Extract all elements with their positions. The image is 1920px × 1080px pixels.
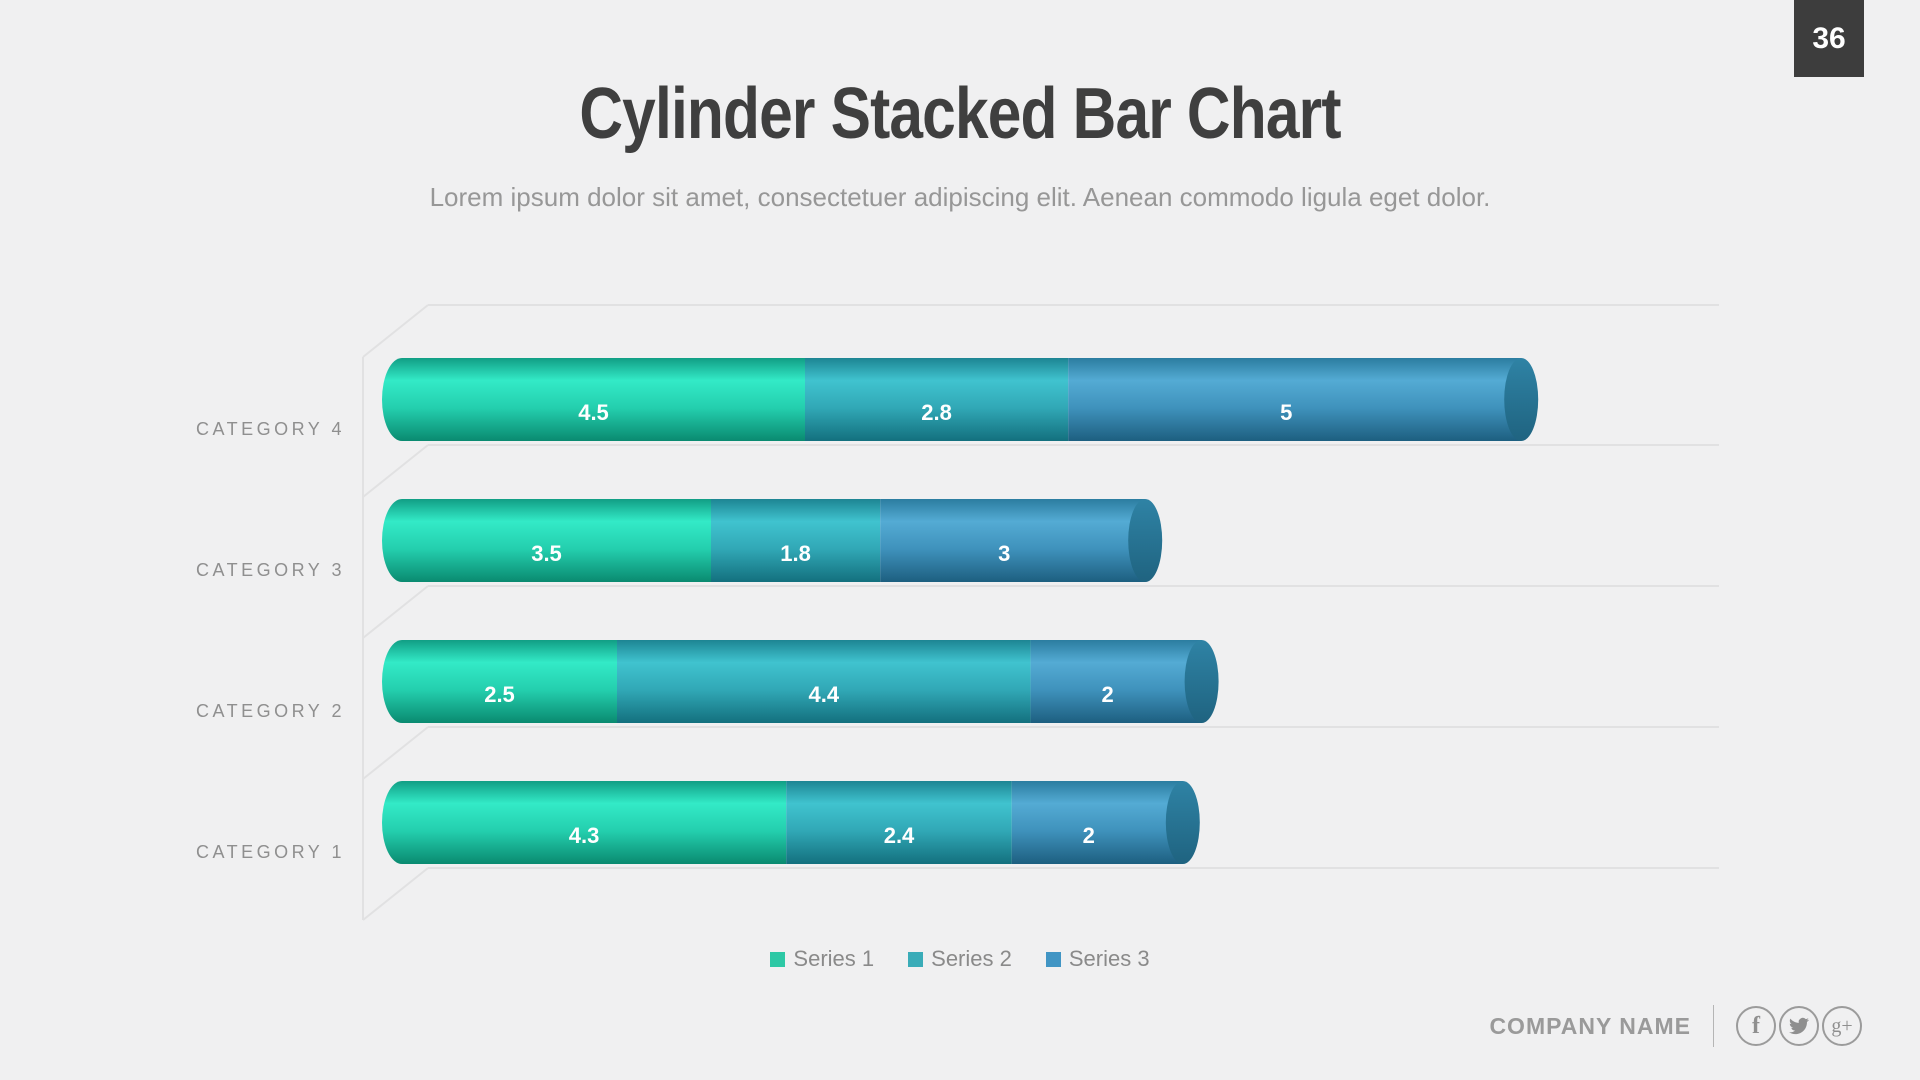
value-label: 2.8: [921, 400, 952, 425]
bar-row: 2.5 4.4 2 CATEGORY 2: [196, 640, 1219, 723]
legend-item: Series 1: [770, 946, 874, 972]
bar-segment: [711, 499, 881, 582]
legend-label: Series 1: [793, 946, 875, 971]
category-label: CATEGORY 4: [196, 419, 345, 439]
cylinder-end-cap: [1165, 781, 1200, 864]
value-label: 3.5: [531, 541, 562, 566]
page-number: 36: [1812, 21, 1846, 55]
legend-swatch-icon: [770, 951, 786, 967]
page-title: Cylinder Stacked Bar Chart: [579, 74, 1341, 154]
legend-label: Series 3: [1068, 946, 1150, 971]
google-plus-icon[interactable]: g+: [1822, 1006, 1862, 1046]
bar-segment: [382, 358, 805, 441]
cylinder-end-cap: [1504, 358, 1539, 441]
bar-segment: [382, 781, 787, 864]
bar-row: 3.5 1.8 3 CATEGORY 3: [196, 499, 1163, 582]
value-label: 2.4: [884, 823, 915, 848]
value-label: 4.5: [578, 400, 609, 425]
chart-grid: [362, 304, 1719, 921]
bar-row: 4.3 2.4 2 CATEGORY 1: [196, 781, 1200, 864]
legend-item: Series 3: [1045, 946, 1150, 972]
footer: COMPANY NAME f g+: [1489, 1005, 1862, 1047]
bar-segment: [382, 499, 711, 582]
value-label: 5: [1280, 400, 1292, 425]
value-label: 2: [1101, 682, 1113, 707]
gridline-3d-edge: [362, 726, 429, 780]
bar-segment: [1011, 781, 1183, 864]
twitter-icon[interactable]: [1779, 1006, 1819, 1046]
gridline-3d-edge: [362, 867, 429, 921]
cylinder-end-cap: [1184, 640, 1219, 723]
value-label: 3: [998, 541, 1010, 566]
gridline-3d-edge: [362, 585, 429, 639]
value-label: 2: [1083, 823, 1095, 848]
bar-segment: [382, 640, 617, 723]
gridline-3d-edge: [362, 304, 429, 358]
value-label: 2.5: [484, 682, 515, 707]
value-label: 1.8: [780, 541, 811, 566]
page-subtitle: Lorem ipsum dolor sit amet, consectetuer…: [429, 182, 1491, 212]
bar-segment: [880, 499, 1146, 582]
page-number-badge: 36: [1794, 0, 1864, 77]
company-name: COMPANY NAME: [1489, 1012, 1691, 1039]
bar-segment: [617, 640, 1031, 723]
facebook-icon[interactable]: f: [1736, 1006, 1776, 1046]
value-label: 4.4: [809, 682, 840, 707]
footer-divider: [1713, 1005, 1714, 1047]
social-links: f g+: [1736, 1006, 1862, 1046]
legend-item: Series 2: [908, 946, 1012, 972]
category-label: CATEGORY 3: [196, 560, 345, 580]
bar-segment: [805, 358, 1069, 441]
gridline-3d-edge: [362, 444, 429, 498]
bar-segment: [786, 781, 1012, 864]
cylinder-end-cap: [1128, 499, 1163, 582]
category-label: CATEGORY 2: [196, 701, 345, 721]
value-label: 4.3: [569, 823, 600, 848]
bar-segment: [1030, 640, 1202, 723]
legend-label: Series 2: [931, 946, 1012, 971]
chart-legend: Series 1 Series 2 Series 3: [0, 946, 1920, 972]
bar-row: 4.5 2.8 5 CATEGORY 4: [196, 358, 1539, 441]
bar-segment: [1068, 358, 1522, 441]
legend-swatch-icon: [1045, 951, 1061, 967]
category-label: CATEGORY 1: [196, 842, 345, 862]
legend-swatch-icon: [908, 951, 924, 967]
